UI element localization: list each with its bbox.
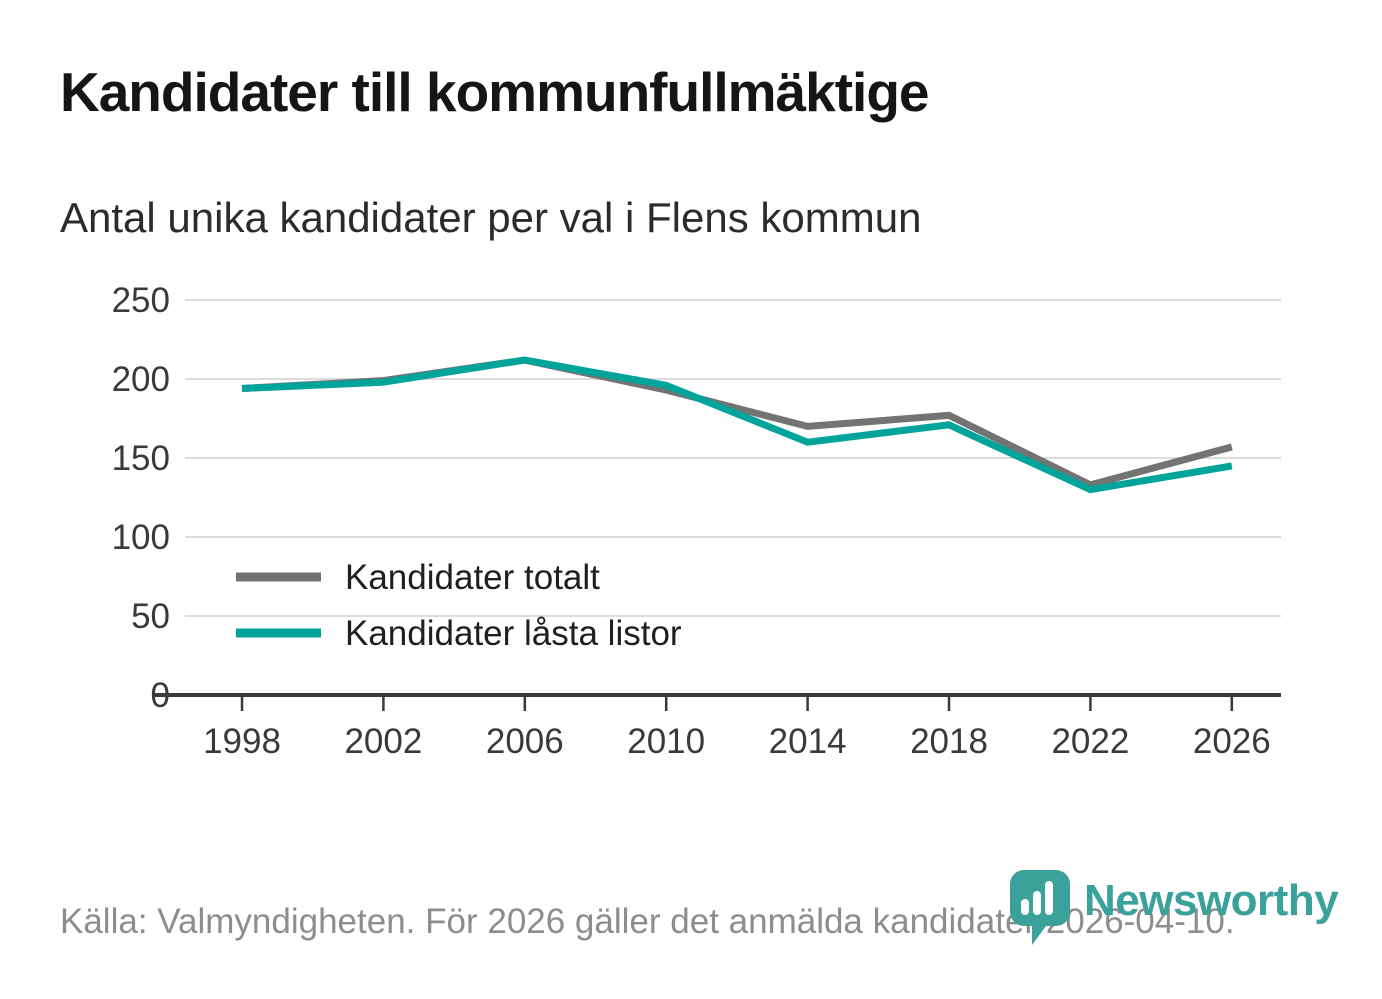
- x-axis-tick-label: 2026: [1193, 722, 1271, 761]
- y-axis-tick-label: 50: [131, 597, 170, 636]
- x-axis-tick-label: 2002: [344, 722, 422, 761]
- x-axis-tick-label: 1998: [203, 722, 281, 761]
- x-axis-tick-label: 2018: [910, 722, 988, 761]
- x-axis-tick-label: 2022: [1051, 722, 1129, 761]
- newsworthy-wordmark: Newsworthy: [1084, 876, 1339, 925]
- page-title: Kandidater till kommunfullmäktige: [60, 61, 930, 123]
- x-axis-tick-label: 2006: [486, 722, 564, 761]
- series-line-lasta-listor: [241, 356, 1233, 494]
- y-axis-tick-label: 100: [112, 518, 170, 557]
- chart-subtitle: Antal unika kandidater per val i Flens k…: [60, 194, 922, 241]
- x-axis-tick-label: 2010: [627, 722, 705, 761]
- y-axis-tick-label: 250: [112, 281, 170, 320]
- newsworthy-logo: Newsworthy: [1008, 868, 1339, 948]
- newsworthy-pin-icon: [1010, 870, 1070, 945]
- y-axis-tick-label: 150: [112, 439, 170, 478]
- x-axis-tick-label: 2014: [769, 722, 847, 761]
- legend-label: Kandidater låsta listor: [345, 614, 682, 653]
- legend-label: Kandidater totalt: [345, 558, 600, 597]
- y-axis-tick-label: 200: [112, 360, 170, 399]
